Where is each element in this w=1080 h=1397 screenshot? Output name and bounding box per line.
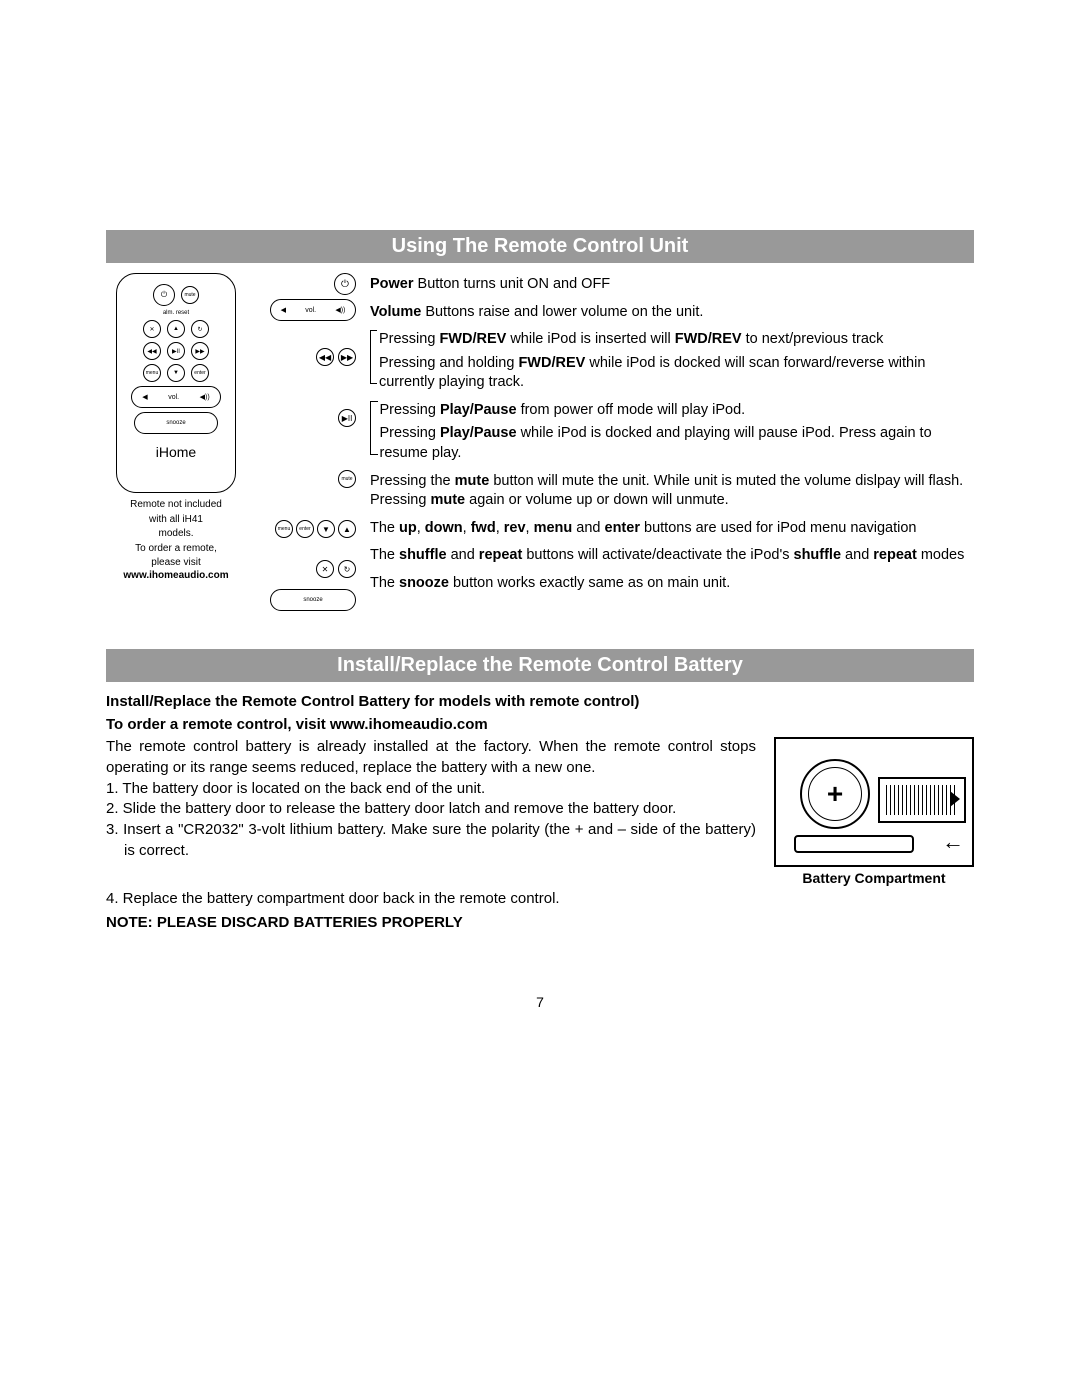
battery-compartment-illustration: + ← (774, 737, 974, 867)
remote-illustration-column: ⏻ mute alm. reset ✕ ▲ ↻ ◀◀ ▶II ▶▶ menu ▼… (106, 273, 246, 619)
triangle-icon (950, 791, 960, 807)
battery-compartment-label: Battery Compartment (774, 869, 974, 888)
battery-h1: Install/Replace the Remote Control Batte… (106, 692, 974, 713)
desc-power: Power Button turns unit ON and OFF (370, 275, 974, 295)
play-pause-icon: ▶II (167, 342, 185, 360)
remote-brand: iHome (156, 444, 196, 460)
volume-pill: ◀vol.◀)) (131, 386, 221, 408)
play-pause-icon: ▶II (338, 409, 356, 427)
power-icon: ⏻ (153, 284, 175, 306)
desc-mute: Pressing the mute button will mute the u… (370, 472, 974, 511)
battery-text: The remote control battery is already in… (106, 737, 756, 861)
remote-note-4: To order a remote, (106, 543, 246, 556)
shuffle-icon: ✕ (143, 320, 161, 338)
desc-nav: The up, down, fwd, rev, menu and enter b… (370, 519, 974, 539)
rev-icon: ◀◀ (143, 342, 161, 360)
mute-icon: mute (338, 470, 356, 488)
up-icon: ▲ (338, 520, 356, 538)
arrow-left-icon: ← (942, 827, 964, 857)
vol-label: vol. (168, 394, 179, 401)
battery-step-2: 2. Slide the battery door to release the… (106, 799, 756, 820)
section-header-battery: Install/Replace the Remote Control Batte… (106, 649, 974, 682)
fwd-icon: ▶▶ (191, 342, 209, 360)
battery-base-icon (794, 835, 914, 853)
up-icon: ▲ (167, 320, 185, 338)
description-column: Power Button turns unit ON and OFF Volum… (370, 273, 974, 619)
enter-icon: enter (191, 364, 209, 382)
section-header-remote: Using The Remote Control Unit (106, 230, 974, 263)
battery-h2: To order a remote control, visit www.iho… (106, 715, 974, 736)
battery-step-4: 4. Replace the battery compartment door … (106, 889, 974, 910)
page-number: 7 (106, 994, 974, 1010)
desc-playpause-group: Pressing Play/Pause from power off mode … (370, 401, 974, 464)
power-icon: ⏻ (334, 273, 356, 295)
vol-label: vol. (305, 307, 316, 314)
remote-body: ⏻ mute alm. reset ✕ ▲ ↻ ◀◀ ▶II ▶▶ menu ▼… (116, 273, 236, 493)
down-icon: ▼ (167, 364, 185, 382)
snooze-pill-icon: snooze (270, 589, 356, 611)
battery-intro: The remote control battery is already in… (106, 737, 756, 778)
remote-link: www.ihomeaudio.com (106, 570, 246, 581)
battery-step-1: 1. The battery door is located on the ba… (106, 779, 756, 800)
desc-snooze: The snooze button works exactly same as … (370, 574, 974, 594)
mute-icon: mute (181, 286, 199, 304)
repeat-icon: ↻ (191, 320, 209, 338)
desc-shuffle: The shuffle and repeat buttons will acti… (370, 546, 974, 566)
snooze-pill: snooze (134, 412, 218, 434)
down-icon: ▼ (317, 520, 335, 538)
menu-icon: menu (143, 364, 161, 382)
battery-coin-icon: + (800, 759, 870, 829)
alm-reset-label: alm. reset (163, 310, 189, 316)
repeat-icon: ↻ (338, 560, 356, 578)
remote-note-1: Remote not included (106, 499, 246, 512)
enter-icon: enter (296, 520, 314, 538)
remote-note-2: with all iH41 (106, 514, 246, 527)
desc-fwdrev-group: Pressing FWD/REV while iPod is inserted … (370, 330, 974, 393)
battery-section: Install/Replace the Remote Control Batte… (106, 692, 974, 934)
remote-note-3: models. (106, 528, 246, 541)
icon-column: ⏻ ◀vol.◀)) ◀◀ ▶▶ ▶II mute menu enter ▼ ▲… (260, 273, 356, 619)
fwd-icon: ▶▶ (338, 348, 356, 366)
menu-icon: menu (275, 520, 293, 538)
volume-pill-icon: ◀vol.◀)) (270, 299, 356, 321)
battery-step-3: 3. Insert a "CR2032" 3-volt lithium batt… (106, 820, 756, 861)
shuffle-icon: ✕ (316, 560, 334, 578)
battery-note: NOTE: PLEASE DISCARD BATTERIES PROPERLY (106, 913, 974, 934)
remote-note-5: please visit (106, 557, 246, 570)
rev-icon: ◀◀ (316, 348, 334, 366)
remote-section: ⏻ mute alm. reset ✕ ▲ ↻ ◀◀ ▶II ▶▶ menu ▼… (106, 273, 974, 619)
battery-image-box: + ← Battery Compartment (774, 737, 974, 888)
desc-volume: Volume Buttons raise and lower volume on… (370, 303, 974, 323)
